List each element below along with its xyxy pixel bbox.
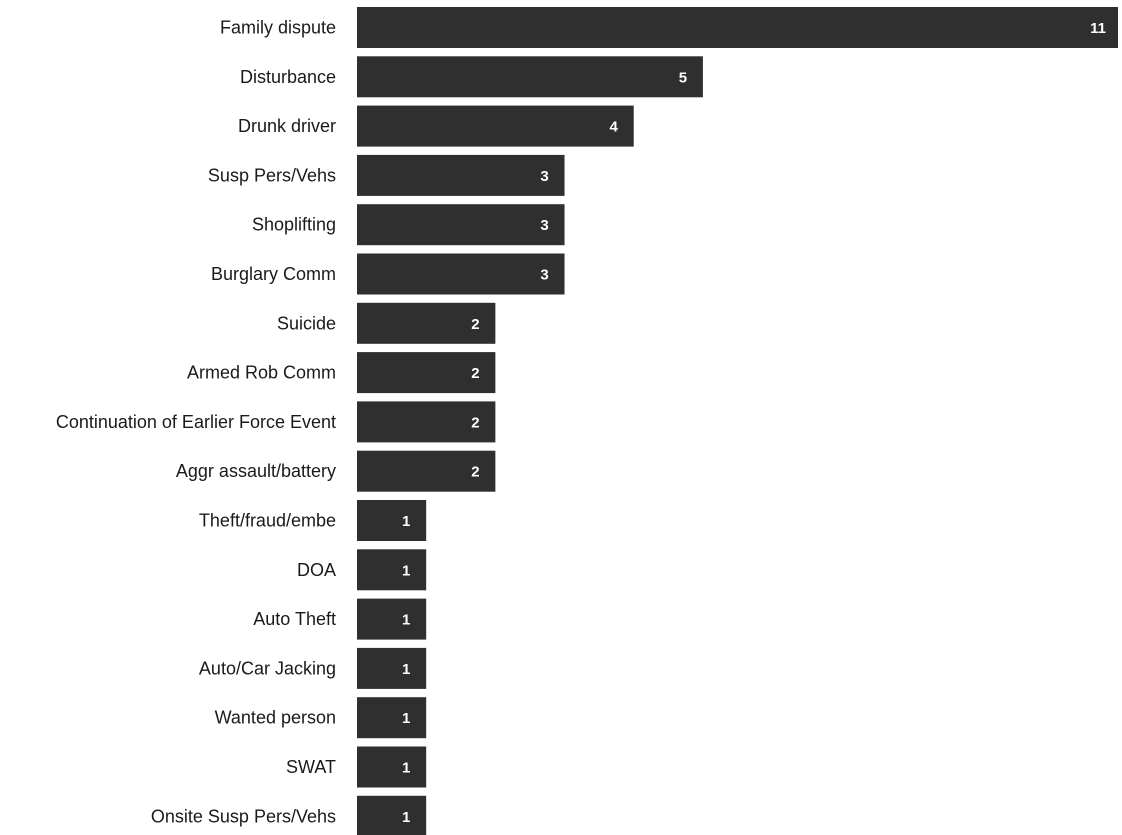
category-label: SWAT xyxy=(286,757,336,777)
bars xyxy=(357,7,1118,835)
category-label: Wanted person xyxy=(215,708,336,728)
bar xyxy=(357,352,496,394)
value-label: 1 xyxy=(402,562,410,579)
bar xyxy=(357,697,427,739)
bar xyxy=(357,746,427,788)
bar xyxy=(357,795,427,835)
category-label: Armed Rob Comm xyxy=(187,363,336,383)
value-label: 1 xyxy=(402,612,410,629)
value-label: 3 xyxy=(540,168,548,185)
bar xyxy=(357,500,427,541)
value-label: 1 xyxy=(402,513,410,530)
category-label: Auto/Car Jacking xyxy=(199,658,336,678)
bar xyxy=(357,253,565,295)
value-label: 5 xyxy=(679,69,687,86)
bar xyxy=(357,598,427,640)
category-label: Auto Theft xyxy=(253,609,336,629)
bar xyxy=(357,401,496,443)
bar xyxy=(357,7,1118,48)
category-label: Aggr assault/battery xyxy=(176,461,336,481)
bar xyxy=(357,647,427,689)
category-label: Disturbance xyxy=(240,67,336,87)
value-label: 1 xyxy=(402,710,410,727)
value-label: 4 xyxy=(610,119,619,136)
value-label: 3 xyxy=(540,267,548,284)
value-label: 2 xyxy=(471,365,479,382)
bar xyxy=(357,154,565,196)
bar xyxy=(357,450,496,492)
value-label: 2 xyxy=(471,414,479,431)
category-label: Theft/fraud/embe xyxy=(199,511,336,531)
bar xyxy=(357,549,427,591)
category-label: Susp Pers/Vehs xyxy=(208,165,336,185)
category-labels: Family dispute Disturbance Drunk driver Sus… xyxy=(56,18,336,827)
value-label: 2 xyxy=(471,464,479,481)
category-label: Suicide xyxy=(277,313,336,333)
bar xyxy=(357,302,496,344)
value-label: 1 xyxy=(402,661,410,678)
category-label: DOA xyxy=(297,560,336,580)
value-label: 2 xyxy=(471,316,479,333)
category-label: Family dispute xyxy=(220,18,336,38)
category-label: Continuation of Earlier Force Event xyxy=(56,412,336,432)
bar xyxy=(357,105,634,147)
bar xyxy=(357,56,703,98)
value-label: 3 xyxy=(540,217,548,234)
category-label: Burglary Comm xyxy=(211,264,336,284)
category-label: Shoplifting xyxy=(252,215,336,235)
value-label: 1 xyxy=(402,760,410,777)
bar xyxy=(357,204,565,246)
category-label: Onsite Susp Pers/Vehs xyxy=(151,806,336,826)
category-label: Drunk driver xyxy=(238,116,336,136)
value-label: 11 xyxy=(1090,20,1106,37)
value-label: 1 xyxy=(402,809,410,826)
